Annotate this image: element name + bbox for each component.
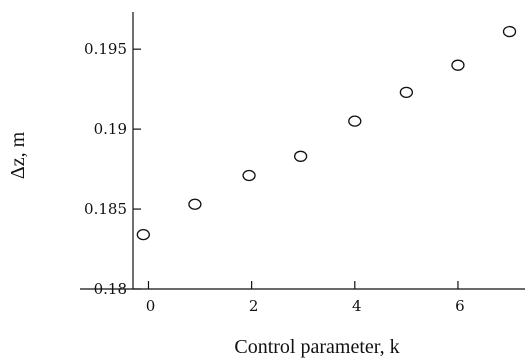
x-ticks: 0 2 4 6 bbox=[146, 281, 465, 315]
data-point bbox=[348, 115, 362, 127]
data-point bbox=[242, 169, 256, 182]
y-tick-label: 0.18 bbox=[94, 280, 127, 298]
axes bbox=[80, 12, 525, 290]
data-point bbox=[188, 198, 202, 210]
y-axis-title: Δz, m bbox=[7, 131, 29, 179]
y-tick-label: 0.185 bbox=[84, 200, 127, 218]
data-points bbox=[136, 25, 517, 241]
data-point bbox=[451, 59, 465, 71]
data-point bbox=[502, 25, 517, 38]
y-tick-label: 0.195 bbox=[84, 40, 127, 58]
x-axis-title: Control parameter, k bbox=[234, 336, 399, 358]
x-tick-label: 0 bbox=[146, 297, 156, 315]
y-ticks: 0.18 0.185 0.19 0.195 bbox=[84, 40, 141, 298]
x-tick-label: 2 bbox=[249, 297, 259, 315]
x-tick-label: 6 bbox=[455, 297, 465, 315]
data-point bbox=[293, 150, 308, 162]
data-point bbox=[399, 86, 414, 98]
y-tick-label: 0.19 bbox=[94, 120, 127, 138]
x-tick-label: 4 bbox=[352, 297, 362, 315]
data-point bbox=[136, 228, 150, 241]
